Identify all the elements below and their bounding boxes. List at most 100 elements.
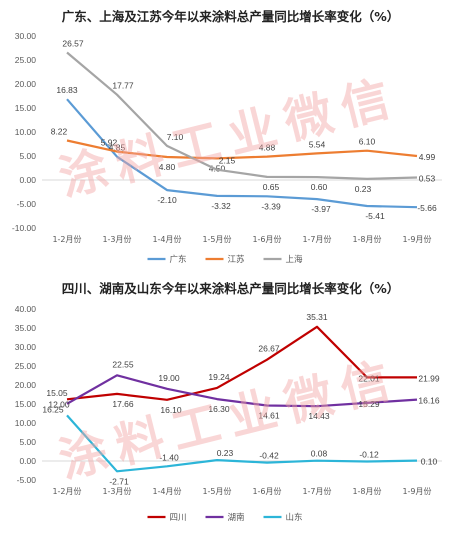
y-tick-label: 25.00 bbox=[15, 361, 37, 371]
data-label: -0.42 bbox=[259, 451, 279, 461]
legend-label: 江苏 bbox=[228, 254, 246, 265]
series-line-上海 bbox=[66, 51, 418, 180]
x-tick-label: 1-9月份 bbox=[402, 486, 431, 496]
data-label: -3.32 bbox=[211, 201, 231, 211]
data-label: 19.24 bbox=[208, 372, 230, 382]
data-label: 16.25 bbox=[42, 404, 64, 414]
data-label: 8.22 bbox=[51, 127, 68, 137]
x-tick-label: 1-3月份 bbox=[102, 234, 131, 244]
x-tick-label: 1-3月份 bbox=[102, 486, 131, 496]
x-tick-label: 1-5月份 bbox=[202, 486, 231, 496]
line-chart: 30.00 25.00 20.00 15.00 10.00 5.00 0.00 -5.00 -1… bbox=[12, 31, 442, 265]
data-label: 5.92 bbox=[101, 138, 118, 148]
x-tick-label: 1-9月份 bbox=[402, 234, 431, 244]
data-label: 5.54 bbox=[309, 139, 326, 149]
line-chart: 40.00 35.00 30.00 25.00 20.00 15.00 10.00 5.00 0… bbox=[15, 304, 442, 523]
y-tick-label: 0.00 bbox=[19, 175, 36, 185]
y-tick-label: -5.00 bbox=[17, 199, 37, 209]
data-label: 16.83 bbox=[56, 85, 78, 95]
y-tick-label: 35.00 bbox=[15, 323, 37, 333]
data-label: 19.00 bbox=[158, 373, 180, 383]
data-label: -1.40 bbox=[159, 452, 179, 462]
series-line-江苏 bbox=[66, 139, 418, 160]
data-label: 26.57 bbox=[62, 38, 84, 48]
legend-label: 四川 bbox=[170, 513, 187, 523]
y-tick-label: -10.00 bbox=[12, 223, 36, 233]
y-tick-label: 40.00 bbox=[15, 304, 37, 314]
x-tick-label: 1-6月份 bbox=[252, 486, 281, 496]
chart-panel-1: 广东、上海及江苏今年以来涂料总产量同比增长率变化（%） 30.00 25.00 20… bbox=[12, 9, 442, 265]
data-label: 2.15 bbox=[219, 156, 236, 166]
data-label: 4.88 bbox=[259, 143, 276, 153]
data-label: 4.85 bbox=[109, 143, 126, 153]
legend-label: 山东 bbox=[286, 512, 303, 523]
data-label: 0.08 bbox=[311, 449, 328, 459]
x-tick-label: 1-4月份 bbox=[152, 486, 181, 496]
data-label: -2.71 bbox=[109, 476, 129, 486]
x-tick-label: 1-2月份 bbox=[52, 486, 81, 496]
x-tick-label: 1-8月份 bbox=[352, 486, 381, 496]
legend-label: 上海 bbox=[286, 254, 304, 265]
data-label: 16.30 bbox=[208, 404, 230, 414]
y-tick-label: 20.00 bbox=[15, 79, 37, 89]
data-label: 15.29 bbox=[358, 399, 380, 409]
data-label: 14.61 bbox=[258, 410, 280, 420]
series-line-山东 bbox=[66, 414, 418, 473]
data-label: 21.99 bbox=[418, 373, 440, 383]
x-tick-label: 1-7月份 bbox=[302, 234, 331, 244]
y-tick-label: 20.00 bbox=[15, 380, 37, 390]
series-line-湖南 bbox=[66, 374, 418, 408]
y-tick-label: 30.00 bbox=[15, 342, 37, 352]
data-label: 12.00 bbox=[48, 399, 70, 409]
data-label: 26.67 bbox=[258, 344, 280, 354]
x-tick-label: 1-6月份 bbox=[252, 234, 281, 244]
series-line-四川 bbox=[66, 325, 417, 401]
y-tick-label: -5.00 bbox=[17, 475, 37, 485]
y-tick-label: 30.00 bbox=[15, 31, 37, 41]
data-label: -3.39 bbox=[261, 201, 281, 211]
x-tick-label: 1-4月份 bbox=[152, 234, 181, 244]
data-label: -2.10 bbox=[157, 195, 177, 205]
x-tick-label: 1-7月份 bbox=[302, 486, 331, 496]
chart-title: 广东、上海及江苏今年以来涂料总产量同比增长率变化（%） bbox=[61, 9, 400, 24]
data-label: 15.05 bbox=[46, 388, 68, 398]
data-label: 0.60 bbox=[311, 182, 328, 192]
legend-label: 广东 bbox=[170, 254, 187, 265]
y-tick-label: 25.00 bbox=[15, 55, 37, 65]
x-tick-label: 1-2月份 bbox=[52, 234, 81, 244]
data-label: 0.10 bbox=[421, 457, 438, 467]
chart-panel-2: 四川、湖南及山东今年以来涂料总产量同比增长率变化（%） 40.00 35.00 30… bbox=[0, 272, 461, 538]
data-label: 0.53 bbox=[419, 173, 436, 183]
data-label: -0.12 bbox=[359, 449, 379, 459]
y-tick-label: 15.00 bbox=[15, 399, 37, 409]
y-tick-label: 10.00 bbox=[15, 127, 37, 137]
series-line-广东 bbox=[66, 98, 418, 209]
data-label: 0.65 bbox=[263, 182, 280, 192]
data-label: 0.23 bbox=[217, 448, 234, 458]
y-tick-label: 15.00 bbox=[15, 103, 37, 113]
data-label: -5.41 bbox=[365, 211, 385, 221]
data-label: -5.66 bbox=[417, 203, 437, 213]
data-label: 6.10 bbox=[359, 137, 376, 147]
data-label: 17.77 bbox=[112, 81, 134, 91]
data-label: 35.31 bbox=[306, 312, 328, 322]
legend-label: 湖南 bbox=[228, 512, 245, 523]
data-label: 22.01 bbox=[358, 373, 380, 383]
data-label: 0.23 bbox=[355, 184, 372, 194]
y-tick-label: 0.00 bbox=[19, 456, 36, 466]
data-label: 4.99 bbox=[419, 152, 436, 162]
data-label: 16.16 bbox=[418, 396, 440, 406]
chart-title: 四川、湖南及山东今年以来涂料总产量同比增长率变化（%） bbox=[61, 281, 400, 296]
data-label: -3.97 bbox=[311, 204, 331, 214]
y-tick-label: 5.00 bbox=[19, 437, 36, 447]
data-label: 17.66 bbox=[112, 399, 134, 409]
x-tick-label: 1-8月份 bbox=[352, 234, 381, 244]
data-label: 4.80 bbox=[159, 162, 176, 172]
x-tick-label: 1-5月份 bbox=[202, 234, 231, 244]
data-label: 14.43 bbox=[308, 411, 330, 421]
y-tick-label: 5.00 bbox=[19, 151, 36, 161]
y-tick-label: 10.00 bbox=[15, 418, 37, 428]
data-label: 22.55 bbox=[112, 359, 134, 369]
data-label: 7.10 bbox=[167, 132, 184, 142]
data-label: 16.10 bbox=[160, 405, 182, 415]
